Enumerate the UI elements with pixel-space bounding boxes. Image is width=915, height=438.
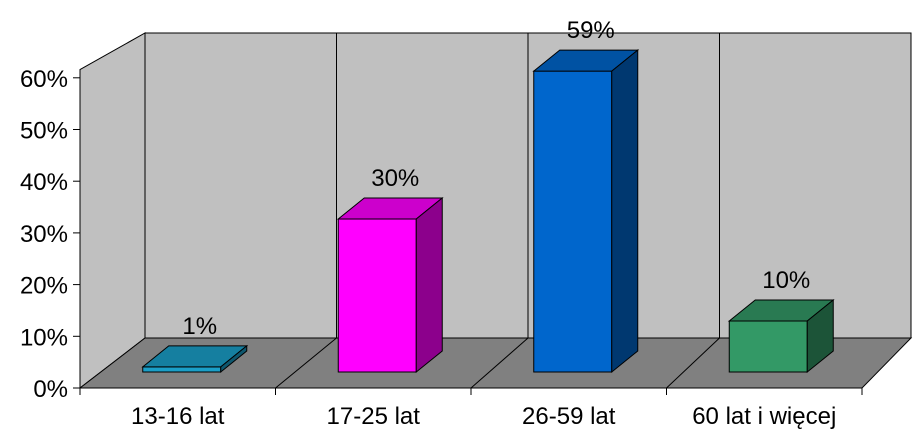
x-category-label: 26-59 lat: [522, 403, 616, 430]
bar: [337, 218, 417, 373]
bar-side: [415, 196, 443, 374]
x-category-label: 60 lat i więcej: [692, 403, 836, 430]
y-tick-label: 40%: [20, 169, 68, 196]
y-tick-label: 20%: [20, 273, 68, 300]
bar: [142, 366, 222, 373]
bar-value-label: 10%: [762, 267, 810, 294]
bar-side: [806, 298, 834, 374]
bar-side: [611, 49, 639, 374]
x-category-label: 17-25 lat: [327, 403, 421, 430]
bar: [533, 70, 613, 373]
bar-value-label: 59%: [567, 17, 615, 44]
bar-side: [220, 344, 248, 374]
floor-divider: [666, 337, 720, 389]
floor-divider: [470, 337, 529, 389]
y-tick-label: 0%: [33, 376, 68, 403]
y-tick-label: 50%: [20, 118, 68, 145]
bar: [728, 320, 808, 373]
x-category-label: 13-16 lat: [131, 403, 225, 430]
floor-divider: [275, 337, 337, 389]
bar-value-label: 1%: [182, 313, 217, 340]
side-wall: [79, 32, 146, 390]
bar-value-label: 30%: [371, 165, 419, 192]
y-tick-label: 10%: [20, 324, 68, 351]
y-tick-label: 60%: [20, 66, 68, 93]
y-tick-label: 30%: [20, 221, 68, 248]
